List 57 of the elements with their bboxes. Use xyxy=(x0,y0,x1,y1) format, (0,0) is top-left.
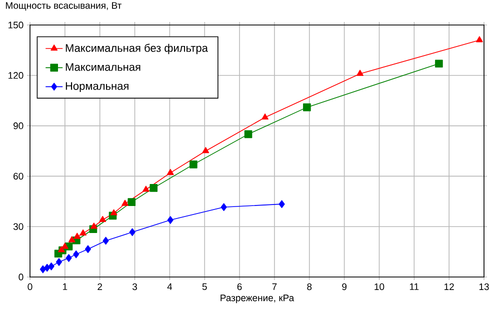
y-tick-label: 150 xyxy=(8,22,24,28)
legend-label: Максимальная xyxy=(66,63,140,71)
point xyxy=(220,203,227,212)
y-tick-label: 30 xyxy=(13,223,24,230)
y-tick-label: 120 xyxy=(8,72,24,79)
point xyxy=(44,264,50,272)
point xyxy=(99,216,106,222)
y-tick-label: 60 xyxy=(14,172,24,180)
point xyxy=(66,254,72,262)
point xyxy=(356,70,364,76)
legend-label: Максимальная без фильтра xyxy=(66,44,208,54)
x-tick-label: 9 xyxy=(342,283,346,290)
point xyxy=(202,147,210,154)
x-tick-label: 5 xyxy=(202,283,207,290)
x-tick-label: 3 xyxy=(132,283,137,290)
point xyxy=(84,245,91,254)
point xyxy=(110,209,118,216)
point xyxy=(68,236,76,242)
x-tick-label: 6 xyxy=(237,283,242,290)
point xyxy=(278,200,285,208)
point xyxy=(476,36,483,42)
point xyxy=(122,200,128,206)
x-tick-label: 4 xyxy=(167,283,172,290)
x-tick-label: 1 xyxy=(63,283,68,290)
x-tick-label: 13 xyxy=(479,283,489,290)
point xyxy=(90,222,98,229)
point xyxy=(128,198,136,206)
y-axis-title: Мощность всасывания, Вт xyxy=(6,2,122,11)
point xyxy=(74,232,81,239)
x-tick-label: 2 xyxy=(98,283,102,290)
point xyxy=(303,103,311,112)
legend-label: Нормальная xyxy=(66,82,128,92)
y-tick-label: 90 xyxy=(14,122,24,130)
y-tick-label: 0 xyxy=(18,274,24,280)
point xyxy=(102,236,109,245)
x-tick-label: 11 xyxy=(410,283,419,290)
x-tick-label: 7 xyxy=(272,283,277,290)
point xyxy=(167,216,174,224)
x-tick-label: 12 xyxy=(444,283,454,290)
point xyxy=(142,186,150,192)
point xyxy=(435,60,443,68)
x-tick-label: 10 xyxy=(374,283,384,290)
point xyxy=(244,130,252,138)
point xyxy=(48,262,54,270)
point xyxy=(40,265,46,274)
point xyxy=(166,168,174,175)
point xyxy=(56,258,62,266)
point xyxy=(150,184,158,192)
x-axis-title: Разрежение, кРа xyxy=(220,294,294,304)
point xyxy=(73,250,80,258)
point xyxy=(80,229,87,236)
point xyxy=(61,242,68,249)
x-tick-label: 0 xyxy=(28,283,32,290)
point xyxy=(262,114,268,120)
x-tick-label: 8 xyxy=(307,283,312,290)
point xyxy=(190,160,198,168)
point xyxy=(129,228,136,236)
